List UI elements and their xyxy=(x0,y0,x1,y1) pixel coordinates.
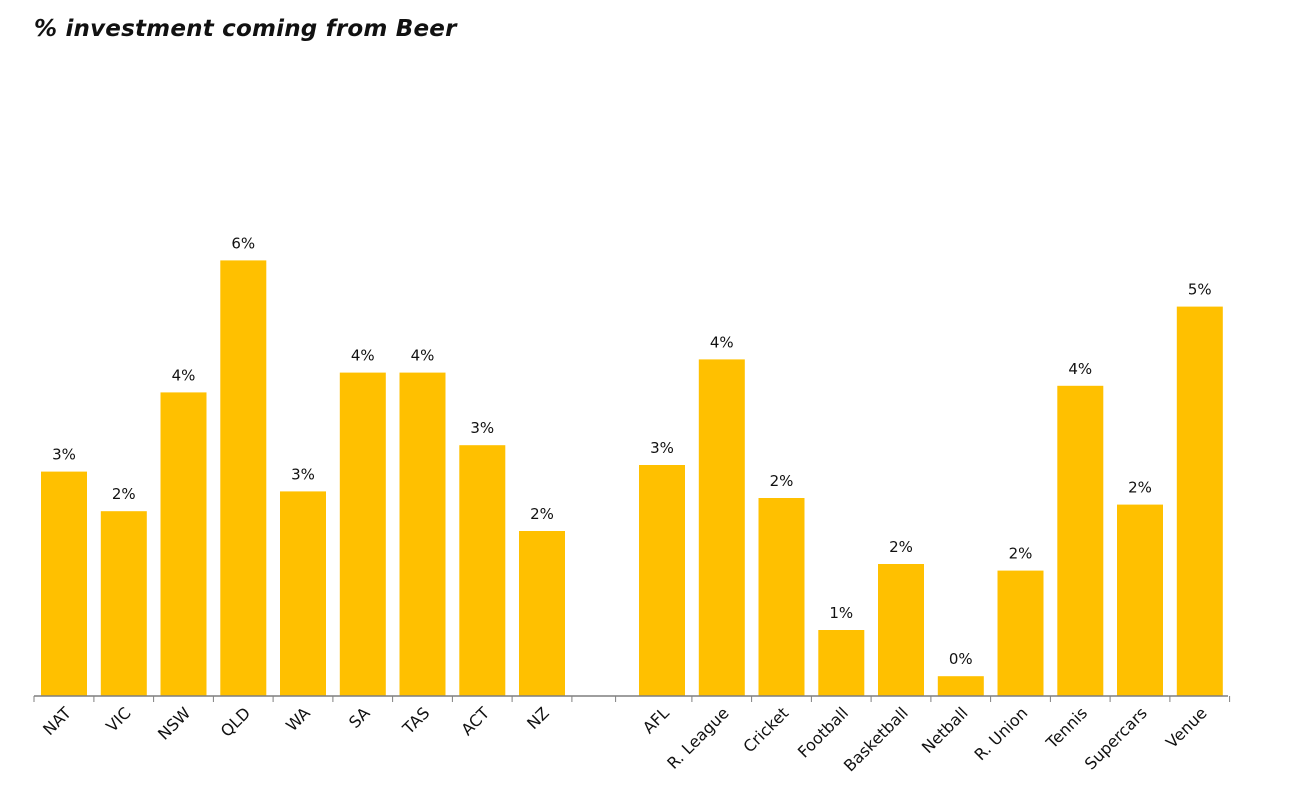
value-label-netball: 0% xyxy=(949,650,973,668)
bar-vic xyxy=(100,511,147,696)
value-label-supercars: 2% xyxy=(1128,479,1152,497)
bar-afl xyxy=(639,465,685,696)
value-label-tennis: 4% xyxy=(1068,360,1092,378)
tick-label-nat: NAT xyxy=(39,703,75,739)
tick-label-r-union: R. Union xyxy=(971,703,1032,764)
value-label-basketball: 2% xyxy=(889,538,913,556)
tick-label-wa: WA xyxy=(282,703,314,735)
value-label-r-league: 4% xyxy=(710,333,734,351)
value-label-tas: 4% xyxy=(411,347,435,365)
bar-wa xyxy=(280,491,326,696)
x-axis xyxy=(33,695,1231,702)
bar-tennis xyxy=(1057,385,1104,696)
tick-label-sa: SA xyxy=(345,703,374,732)
value-label-cricket: 2% xyxy=(770,472,794,490)
bar-basketball xyxy=(878,564,924,696)
tick-label-supercars: Supercars xyxy=(1081,703,1151,773)
tick-label-qld: QLD xyxy=(217,703,254,740)
value-label-r-union: 2% xyxy=(1009,545,1033,563)
value-labels-layer: 3% 2% 4% 6% 3% 4% 4% 3% 2% 3% 4% 2% 1% 2% 0% 2% 4% 2% 5% xyxy=(52,234,1212,668)
tick-label-act: ACT xyxy=(457,703,493,739)
tick-label-vic: VIC xyxy=(102,703,134,735)
tick-label-venue: Venue xyxy=(1162,703,1211,752)
bar-supercars xyxy=(1117,504,1163,696)
bar-venue xyxy=(1176,306,1223,696)
value-label-vic: 2% xyxy=(112,485,136,503)
value-label-sa: 4% xyxy=(351,347,375,365)
bar-act xyxy=(459,445,506,696)
value-label-qld: 6% xyxy=(231,234,255,252)
tick-label-tas: TAS xyxy=(398,703,433,738)
bar-football xyxy=(818,630,865,696)
value-label-wa: 3% xyxy=(291,465,315,483)
value-label-nsw: 4% xyxy=(172,366,196,384)
bar-nat xyxy=(41,471,87,696)
tick-label-nsw: NSW xyxy=(154,703,194,743)
bar-nsw xyxy=(160,392,207,696)
tick-label-r-league: R. League xyxy=(663,703,732,772)
bar-nz xyxy=(519,531,565,696)
bar-r-union xyxy=(997,570,1044,696)
value-label-nz: 2% xyxy=(530,505,554,523)
tick-label-afl: AFL xyxy=(639,703,673,737)
value-label-nat: 3% xyxy=(52,446,76,464)
tick-label-netball: Netball xyxy=(918,703,972,757)
bar-r-league xyxy=(698,359,745,696)
bars-layer xyxy=(41,260,1223,696)
bar-netball xyxy=(937,676,984,696)
tick-label-tennis: Tennis xyxy=(1042,703,1091,752)
tick-label-basketball: Basketball xyxy=(840,703,912,775)
tick-label-nz: NZ xyxy=(523,703,553,733)
value-label-football: 1% xyxy=(829,604,853,622)
value-label-venue: 5% xyxy=(1188,281,1212,299)
bar-sa xyxy=(339,372,386,696)
tick-label-football: Football xyxy=(794,703,852,761)
value-label-act: 3% xyxy=(470,419,494,437)
bar-qld xyxy=(220,260,267,696)
bar-tas xyxy=(399,372,446,696)
tick-label-cricket: Cricket xyxy=(739,703,792,756)
chart-title: % investment coming from Beer xyxy=(34,16,457,42)
bar-cricket xyxy=(758,498,805,696)
value-label-afl: 3% xyxy=(650,439,674,457)
